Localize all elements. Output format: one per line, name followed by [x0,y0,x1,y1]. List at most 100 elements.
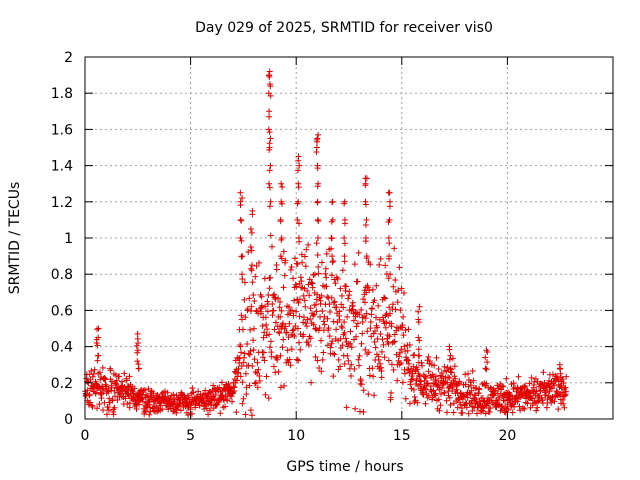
data-point [277,313,284,320]
data-point [487,405,494,412]
data-point [543,389,550,396]
data-point [373,282,380,289]
data-point [141,408,148,415]
data-point [320,349,327,356]
data-point [296,313,303,320]
data-point [528,394,535,401]
data-point [135,361,142,368]
data-point [249,262,256,269]
data-point [498,402,505,409]
data-point [402,395,409,402]
data-point [280,336,287,343]
data-point [208,400,215,407]
data-point [296,220,303,227]
data-point [114,397,121,404]
data-point [560,380,567,387]
data-point [88,402,95,409]
data-point [505,389,512,396]
data-point [313,326,320,333]
data-point [329,253,336,260]
data-point [369,365,376,372]
data-point [367,325,374,332]
data-point [239,195,246,202]
data-point [447,352,454,359]
data-point [363,289,370,296]
data-point [388,323,395,330]
data-point [249,211,256,218]
data-point [257,305,264,312]
data-point [277,253,284,260]
data-point [383,319,390,326]
data-point [357,377,364,384]
data-point [330,257,337,264]
data-point [89,373,96,380]
data-point [243,391,250,398]
data-point [380,341,387,348]
data-point [188,402,195,409]
data-point [126,400,133,407]
data-point [348,344,355,351]
data-point [363,310,370,317]
data-point [396,361,403,368]
data-point [242,411,249,418]
data-point [333,304,340,311]
data-point [289,307,296,314]
data-point [284,347,291,354]
data-point [390,366,397,373]
data-point [348,373,355,380]
data-point [486,408,493,415]
data-point [108,378,115,385]
data-point [503,375,510,382]
data-point [391,331,398,338]
data-point [462,371,469,378]
data-point [123,377,130,384]
data-point [266,73,273,80]
data-point [473,385,480,392]
grid-layer [85,57,613,419]
data-point [266,108,273,115]
data-point [447,401,454,408]
data-point [154,408,161,415]
data-point [444,364,451,371]
data-point [341,240,348,247]
data-point [259,354,266,361]
data-point [367,261,374,268]
data-point [551,382,558,389]
data-point [225,380,232,387]
data-point [301,297,308,304]
data-point [515,394,522,401]
data-point [426,358,433,365]
data-point [559,389,566,396]
data-point [389,301,396,308]
data-point [425,353,432,360]
data-point [463,404,470,411]
data-point [248,303,255,310]
x-axis-label: GPS time / hours [286,459,403,475]
data-point [280,284,287,291]
data-point [386,189,393,196]
data-point [134,349,141,356]
data-point [453,386,460,393]
data-point [557,366,564,373]
data-point [400,313,407,320]
x-tick-label: 0 [81,428,90,444]
data-point [358,306,365,313]
data-point [415,308,422,315]
data-point [246,295,253,302]
data-point [188,410,195,417]
data-point [414,366,421,373]
data-point [96,369,103,376]
data-point [277,299,284,306]
data-point [387,271,394,278]
data-point [444,374,451,381]
data-point [405,357,412,364]
data-point [245,249,252,256]
data-point [290,326,297,333]
data-point [294,261,301,268]
data-point [256,377,263,384]
data-point [111,393,118,400]
data-point [388,361,395,368]
data-point [283,329,290,336]
data-point [267,232,274,239]
data-point [483,366,490,373]
